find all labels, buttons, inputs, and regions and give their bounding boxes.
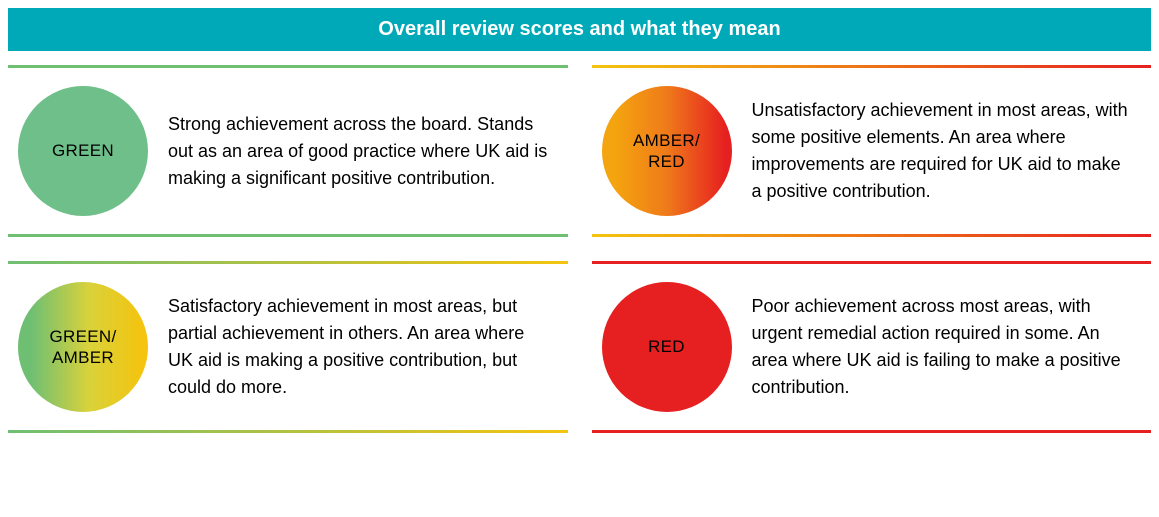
score-card-amber-red: AMBER/RED Unsatisfactory achievement in … bbox=[592, 65, 1152, 237]
score-grid: GREEN Strong achievement across the boar… bbox=[8, 65, 1151, 433]
score-card-green: GREEN Strong achievement across the boar… bbox=[8, 65, 568, 237]
score-label: AMBER/RED bbox=[633, 130, 700, 173]
header-bar: Overall review scores and what they mean bbox=[8, 8, 1151, 51]
score-description: Poor achievement across most areas, with… bbox=[752, 293, 1142, 401]
score-circle-green: GREEN bbox=[18, 86, 148, 216]
score-card-red: RED Poor achievement across most areas, … bbox=[592, 261, 1152, 433]
score-label: GREEN/AMBER bbox=[50, 326, 117, 369]
score-description: Satisfactory achievement in most areas, … bbox=[168, 293, 558, 401]
score-label: GREEN bbox=[52, 140, 114, 161]
score-circle-red: RED bbox=[602, 282, 732, 412]
score-circle-amber-red: AMBER/RED bbox=[602, 86, 732, 216]
score-description: Unsatisfactory achievement in most areas… bbox=[752, 97, 1142, 205]
score-description: Strong achievement across the board. Sta… bbox=[168, 111, 558, 192]
score-card-green-amber: GREEN/AMBER Satisfactory achievement in … bbox=[8, 261, 568, 433]
score-label: RED bbox=[648, 336, 685, 357]
score-circle-green-amber: GREEN/AMBER bbox=[18, 282, 148, 412]
